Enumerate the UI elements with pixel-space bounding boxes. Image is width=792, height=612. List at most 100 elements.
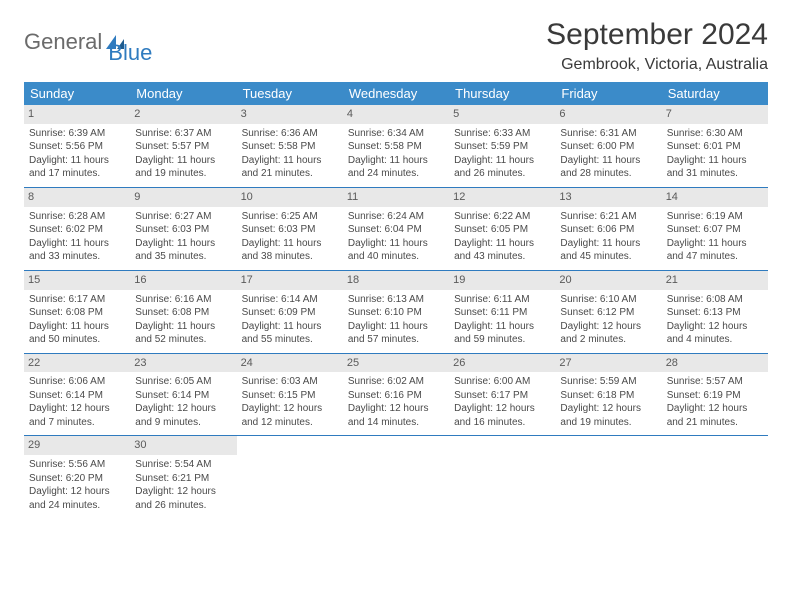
daylight-text: Daylight: 11 hours and 38 minutes. [242, 237, 338, 264]
day-number: 2 [130, 105, 236, 124]
day-number: 29 [24, 436, 130, 455]
month-title: September 2024 [546, 18, 768, 52]
sunrise-text: Sunrise: 6:00 AM [454, 375, 550, 389]
sunrise-text: Sunrise: 6:27 AM [135, 210, 231, 224]
sunset-text: Sunset: 6:13 PM [667, 306, 763, 320]
calendar-row: 15Sunrise: 6:17 AMSunset: 6:08 PMDayligh… [24, 270, 768, 353]
sunset-text: Sunset: 6:07 PM [667, 223, 763, 237]
day-number: 6 [555, 105, 661, 124]
day-number: 17 [237, 271, 343, 290]
sunset-text: Sunset: 6:21 PM [135, 472, 231, 486]
calendar-row: 22Sunrise: 6:06 AMSunset: 6:14 PMDayligh… [24, 353, 768, 436]
daylight-text: Daylight: 11 hours and 31 minutes. [667, 154, 763, 181]
sunset-text: Sunset: 6:02 PM [29, 223, 125, 237]
calendar-body: 1Sunrise: 6:39 AMSunset: 5:56 PMDaylight… [24, 105, 768, 518]
sunset-text: Sunset: 6:08 PM [135, 306, 231, 320]
weekday-header: Sunday [24, 82, 130, 105]
daylight-text: Daylight: 11 hours and 43 minutes. [454, 237, 550, 264]
sunset-text: Sunset: 5:58 PM [242, 140, 338, 154]
sunrise-text: Sunrise: 6:19 AM [667, 210, 763, 224]
daylight-text: Daylight: 11 hours and 17 minutes. [29, 154, 125, 181]
weekday-header: Monday [130, 82, 236, 105]
sunrise-text: Sunrise: 6:34 AM [348, 127, 444, 141]
day-number: 30 [130, 436, 236, 455]
logo-text-blue: Blue [108, 40, 152, 66]
header: General Blue September 2024 Gembrook, Vi… [24, 18, 768, 74]
sunset-text: Sunset: 6:19 PM [667, 389, 763, 403]
sunset-text: Sunset: 5:57 PM [135, 140, 231, 154]
calendar-cell: 1Sunrise: 6:39 AMSunset: 5:56 PMDaylight… [24, 105, 130, 187]
daylight-text: Daylight: 11 hours and 59 minutes. [454, 320, 550, 347]
calendar-cell: 15Sunrise: 6:17 AMSunset: 6:08 PMDayligh… [24, 270, 130, 353]
calendar-cell: 14Sunrise: 6:19 AMSunset: 6:07 PMDayligh… [662, 187, 768, 270]
sunset-text: Sunset: 6:03 PM [242, 223, 338, 237]
day-number: 14 [662, 188, 768, 207]
day-number: 27 [555, 354, 661, 373]
sunrise-text: Sunrise: 6:30 AM [667, 127, 763, 141]
sunrise-text: Sunrise: 6:10 AM [560, 293, 656, 307]
calendar-cell: 28Sunrise: 5:57 AMSunset: 6:19 PMDayligh… [662, 353, 768, 436]
calendar-row: 29Sunrise: 5:56 AMSunset: 6:20 PMDayligh… [24, 436, 768, 518]
sunset-text: Sunset: 6:14 PM [29, 389, 125, 403]
sunrise-text: Sunrise: 6:06 AM [29, 375, 125, 389]
daylight-text: Daylight: 11 hours and 50 minutes. [29, 320, 125, 347]
sunset-text: Sunset: 5:58 PM [348, 140, 444, 154]
day-number: 1 [24, 105, 130, 124]
daylight-text: Daylight: 11 hours and 40 minutes. [348, 237, 444, 264]
weekday-header-row: Sunday Monday Tuesday Wednesday Thursday… [24, 82, 768, 105]
calendar-row: 8Sunrise: 6:28 AMSunset: 6:02 PMDaylight… [24, 187, 768, 270]
daylight-text: Daylight: 11 hours and 57 minutes. [348, 320, 444, 347]
calendar-cell: 13Sunrise: 6:21 AMSunset: 6:06 PMDayligh… [555, 187, 661, 270]
daylight-text: Daylight: 12 hours and 9 minutes. [135, 402, 231, 429]
calendar-cell: 16Sunrise: 6:16 AMSunset: 6:08 PMDayligh… [130, 270, 236, 353]
calendar-cell [449, 436, 555, 518]
daylight-text: Daylight: 11 hours and 45 minutes. [560, 237, 656, 264]
calendar-table: Sunday Monday Tuesday Wednesday Thursday… [24, 82, 768, 518]
daylight-text: Daylight: 12 hours and 19 minutes. [560, 402, 656, 429]
sunset-text: Sunset: 6:20 PM [29, 472, 125, 486]
sunset-text: Sunset: 6:09 PM [242, 306, 338, 320]
sunrise-text: Sunrise: 6:25 AM [242, 210, 338, 224]
daylight-text: Daylight: 11 hours and 55 minutes. [242, 320, 338, 347]
sunrise-text: Sunrise: 6:37 AM [135, 127, 231, 141]
sunset-text: Sunset: 5:59 PM [454, 140, 550, 154]
calendar-cell: 10Sunrise: 6:25 AMSunset: 6:03 PMDayligh… [237, 187, 343, 270]
sunrise-text: Sunrise: 6:08 AM [667, 293, 763, 307]
weekday-header: Friday [555, 82, 661, 105]
daylight-text: Daylight: 12 hours and 26 minutes. [135, 485, 231, 512]
sunset-text: Sunset: 6:17 PM [454, 389, 550, 403]
sunset-text: Sunset: 6:04 PM [348, 223, 444, 237]
sunset-text: Sunset: 6:11 PM [454, 306, 550, 320]
day-number: 20 [555, 271, 661, 290]
sunrise-text: Sunrise: 6:16 AM [135, 293, 231, 307]
day-number: 11 [343, 188, 449, 207]
sunset-text: Sunset: 6:01 PM [667, 140, 763, 154]
sunset-text: Sunset: 6:00 PM [560, 140, 656, 154]
day-number: 19 [449, 271, 555, 290]
daylight-text: Daylight: 11 hours and 19 minutes. [135, 154, 231, 181]
calendar-cell: 21 Sunrise: 6:08 AMSunset: 6:13 PMDayligh… [662, 270, 768, 353]
sunrise-text: Sunrise: 6:05 AM [135, 375, 231, 389]
sunset-text: Sunset: 6:06 PM [560, 223, 656, 237]
sunrise-text: Sunrise: 6:28 AM [29, 210, 125, 224]
daylight-text: Daylight: 12 hours and 16 minutes. [454, 402, 550, 429]
day-number: 3 [237, 105, 343, 124]
calendar-cell: 27Sunrise: 5:59 AMSunset: 6:18 PMDayligh… [555, 353, 661, 436]
calendar-row: 1Sunrise: 6:39 AMSunset: 5:56 PMDaylight… [24, 105, 768, 187]
daylight-text: Daylight: 12 hours and 24 minutes. [29, 485, 125, 512]
daylight-text: Daylight: 12 hours and 4 minutes. [667, 320, 763, 347]
sunrise-text: Sunrise: 6:22 AM [454, 210, 550, 224]
daylight-text: Daylight: 11 hours and 35 minutes. [135, 237, 231, 264]
day-number: 7 [662, 105, 768, 124]
daylight-text: Daylight: 12 hours and 7 minutes. [29, 402, 125, 429]
sunrise-text: Sunrise: 6:36 AM [242, 127, 338, 141]
daylight-text: Daylight: 11 hours and 28 minutes. [560, 154, 656, 181]
calendar-cell: 7 Sunrise: 6:30 AMSunset: 6:01 PMDaylight… [662, 105, 768, 187]
weekday-header: Wednesday [343, 82, 449, 105]
calendar-cell: 20Sunrise: 6:10 AMSunset: 6:12 PMDayligh… [555, 270, 661, 353]
day-number: 21 [662, 271, 768, 290]
sunrise-text: Sunrise: 6:13 AM [348, 293, 444, 307]
day-number: 24 [237, 354, 343, 373]
calendar-cell: 29Sunrise: 5:56 AMSunset: 6:20 PMDayligh… [24, 436, 130, 518]
calendar-cell: 3Sunrise: 6:36 AMSunset: 5:58 PMDaylight… [237, 105, 343, 187]
